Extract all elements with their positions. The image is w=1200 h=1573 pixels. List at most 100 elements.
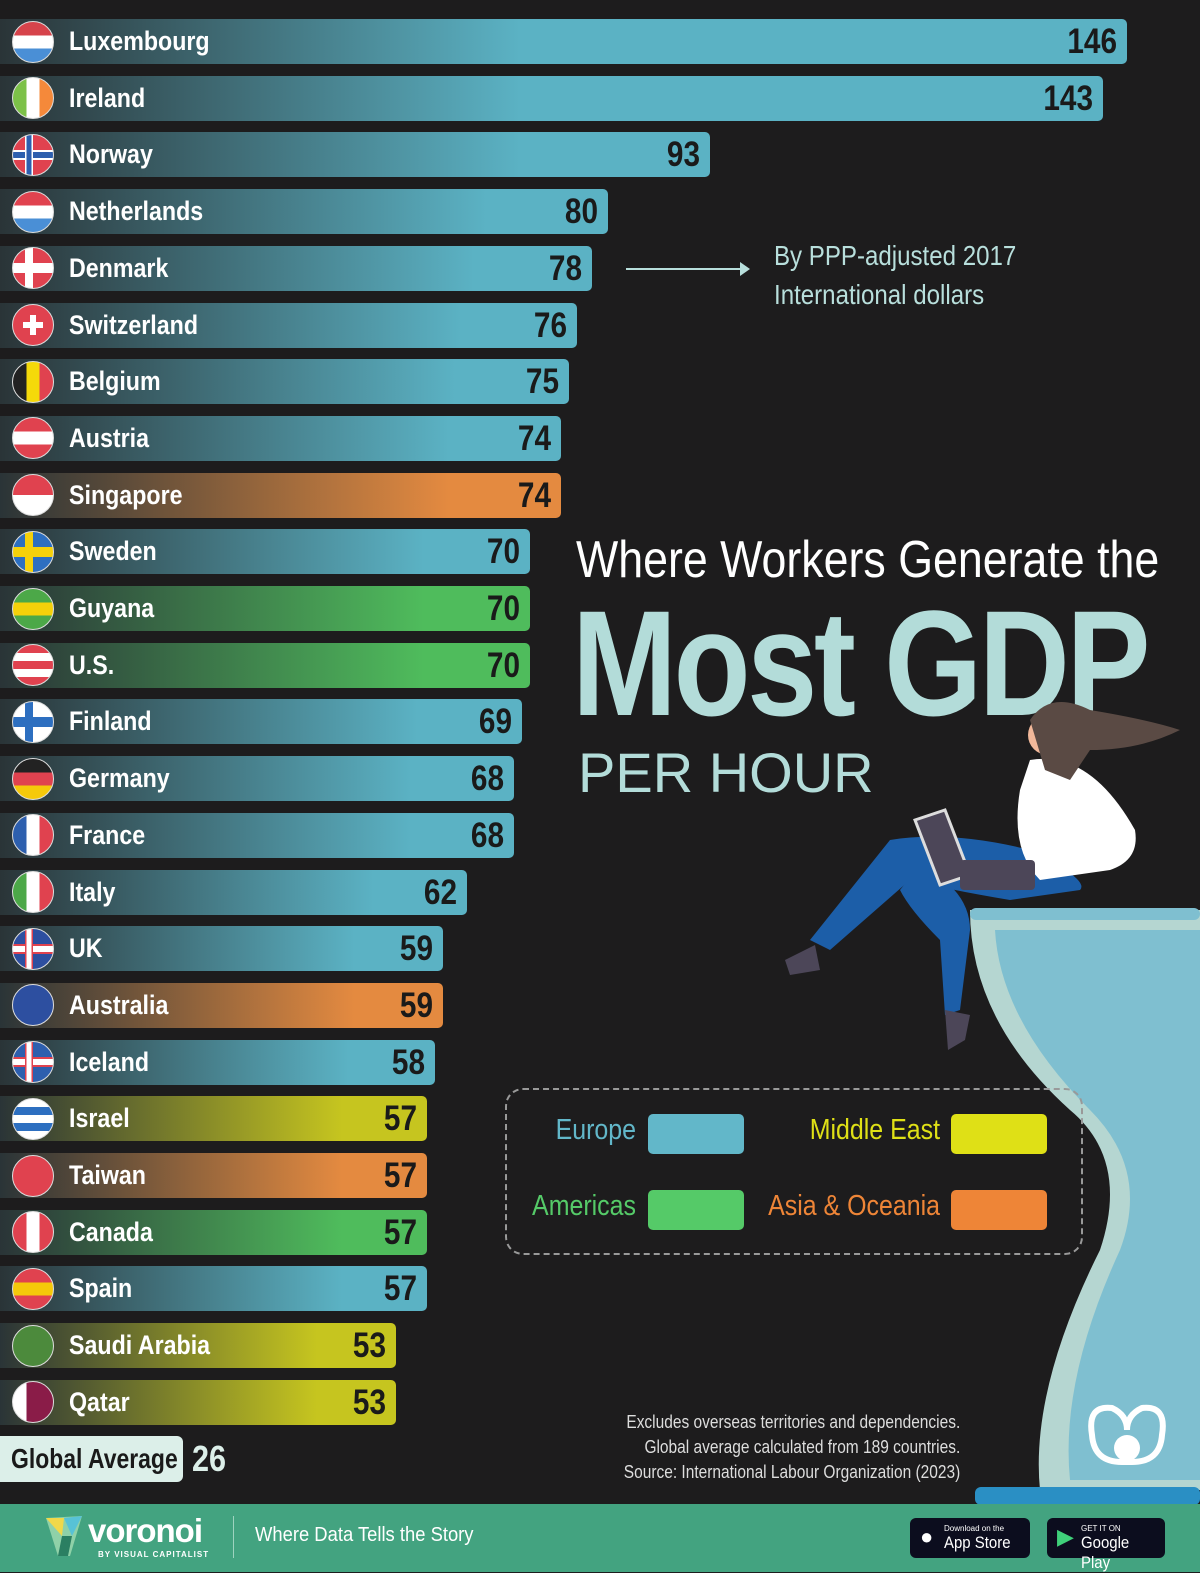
bar-australia <box>0 982 444 1028</box>
value-label: 70 <box>486 645 520 685</box>
value-label: 143 <box>1043 78 1094 118</box>
flag-belgium-icon <box>12 360 54 403</box>
bar-u-s- <box>0 642 530 688</box>
country-label: Switzerland <box>69 309 199 340</box>
country-label: Germany <box>69 763 170 794</box>
value-label: 58 <box>392 1042 426 1082</box>
country-label: Canada <box>69 1216 153 1247</box>
global-average-value: 26 <box>192 1438 227 1479</box>
bar-guyana <box>0 586 530 631</box>
bar-ireland <box>0 75 1104 121</box>
country-label: Norway <box>69 139 153 170</box>
value-label: 69 <box>478 702 512 742</box>
bar-norway <box>0 132 711 178</box>
flag-spain-icon <box>12 1267 54 1310</box>
brand-name: voronoi <box>88 1512 203 1549</box>
bar-finland <box>0 699 522 745</box>
note-line: Source: International Labour Organizatio… <box>623 1462 960 1482</box>
flag-denmark-icon <box>12 247 54 290</box>
country-label: Ireland <box>69 82 146 113</box>
flag-australia-icon <box>12 984 54 1027</box>
app-store-small: Download on the <box>944 1524 1005 1533</box>
bar-netherlands <box>0 189 609 235</box>
country-label: U.S. <box>69 649 115 680</box>
flag-austria-icon <box>12 417 54 460</box>
value-label: 75 <box>525 362 559 402</box>
country-label: Taiwan <box>69 1160 146 1190</box>
value-label: 53 <box>352 1382 386 1422</box>
app-store-big: App Store <box>944 1533 1011 1552</box>
unit-note: By PPP-adjusted 2017 International dolla… <box>774 236 1016 314</box>
bar-canada <box>0 1209 428 1255</box>
bar-qatar <box>0 1379 396 1425</box>
flag-norway-icon <box>12 133 54 176</box>
value-label: 74 <box>517 418 552 458</box>
flag-guyana-icon <box>12 587 54 630</box>
divider <box>233 1516 234 1558</box>
country-label: Qatar <box>69 1386 130 1417</box>
bar-spain <box>0 1266 428 1312</box>
country-label: Denmark <box>69 252 169 283</box>
country-label: Spain <box>69 1273 133 1304</box>
flag-france-icon <box>12 814 54 857</box>
flag-ireland-icon <box>12 77 54 120</box>
bar-israel <box>0 1096 428 1142</box>
bar-singapore <box>0 472 562 518</box>
country-label: Australia <box>69 989 169 1020</box>
source-notes: Excludes overseas territories and depend… <box>624 1410 960 1485</box>
bar-denmark <box>0 245 593 291</box>
flag-netherlands-icon <box>12 190 54 233</box>
legend-label-asia-oceania: Asia & Oceania <box>768 1190 940 1222</box>
unit-note-line: International dollars <box>774 279 985 310</box>
note-line: Excludes overseas territories and depend… <box>626 1412 960 1432</box>
bar-taiwan <box>0 1153 428 1198</box>
value-label: 57 <box>384 1212 418 1252</box>
flag-qatar-icon <box>12 1381 54 1424</box>
chart-title: Where Workers Generate the <box>576 531 1160 589</box>
country-label: UK <box>69 933 103 964</box>
country-label: Finland <box>69 706 152 737</box>
app-store-button[interactable]: ● Download on the App Store <box>910 1518 1030 1558</box>
bar-sweden <box>0 529 530 575</box>
bar-germany <box>0 756 514 802</box>
value-label: 146 <box>1067 22 1117 61</box>
legend <box>505 1088 1083 1255</box>
value-label: 70 <box>486 532 520 572</box>
global-average-text: Global Average <box>11 1443 178 1474</box>
legend-swatch-americas <box>648 1190 744 1230</box>
bar-saudi-arabia <box>0 1323 396 1369</box>
bar-uk <box>0 926 444 972</box>
bar-luxembourg <box>0 19 1127 64</box>
bar-iceland <box>0 1039 436 1085</box>
unit-note-line: By PPP-adjusted 2017 <box>774 240 1017 271</box>
voronoi-logo-icon <box>46 1516 82 1556</box>
flag-canada-icon <box>12 1211 54 1254</box>
value-label: 59 <box>400 985 434 1025</box>
flag-saudi-arabia-icon <box>12 1324 54 1367</box>
country-label: Israel <box>69 1103 130 1134</box>
flag-uk-icon <box>12 927 54 970</box>
legend-label-americas: Americas <box>532 1190 636 1222</box>
country-label: Sweden <box>69 536 157 567</box>
bar-belgium <box>0 359 569 405</box>
flag-u-s--icon <box>12 644 54 687</box>
arrow-icon <box>626 262 750 276</box>
country-label: Saudi Arabia <box>69 1330 211 1361</box>
value-label: 59 <box>400 929 434 969</box>
country-label: Guyana <box>69 593 155 623</box>
google-play-small: GET IT ON <box>1081 1524 1121 1533</box>
country-label: Austria <box>69 422 150 453</box>
bar-switzerland <box>0 302 577 348</box>
country-label: Singapore <box>69 479 183 510</box>
value-label: 70 <box>486 589 520 628</box>
flag-singapore-icon <box>12 474 54 517</box>
value-label: 78 <box>549 248 583 288</box>
note-line: Global average calculated from 189 count… <box>644 1437 960 1457</box>
value-label: 57 <box>384 1099 418 1139</box>
legend-swatch-middle-east <box>951 1114 1047 1154</box>
google-play-big: Google Play <box>1081 1533 1130 1572</box>
apple-icon: ● <box>920 1524 934 1549</box>
google-play-button[interactable]: ▶ GET IT ON Google Play <box>1047 1518 1165 1572</box>
value-label: 62 <box>423 872 457 912</box>
flag-israel-icon <box>12 1097 54 1140</box>
